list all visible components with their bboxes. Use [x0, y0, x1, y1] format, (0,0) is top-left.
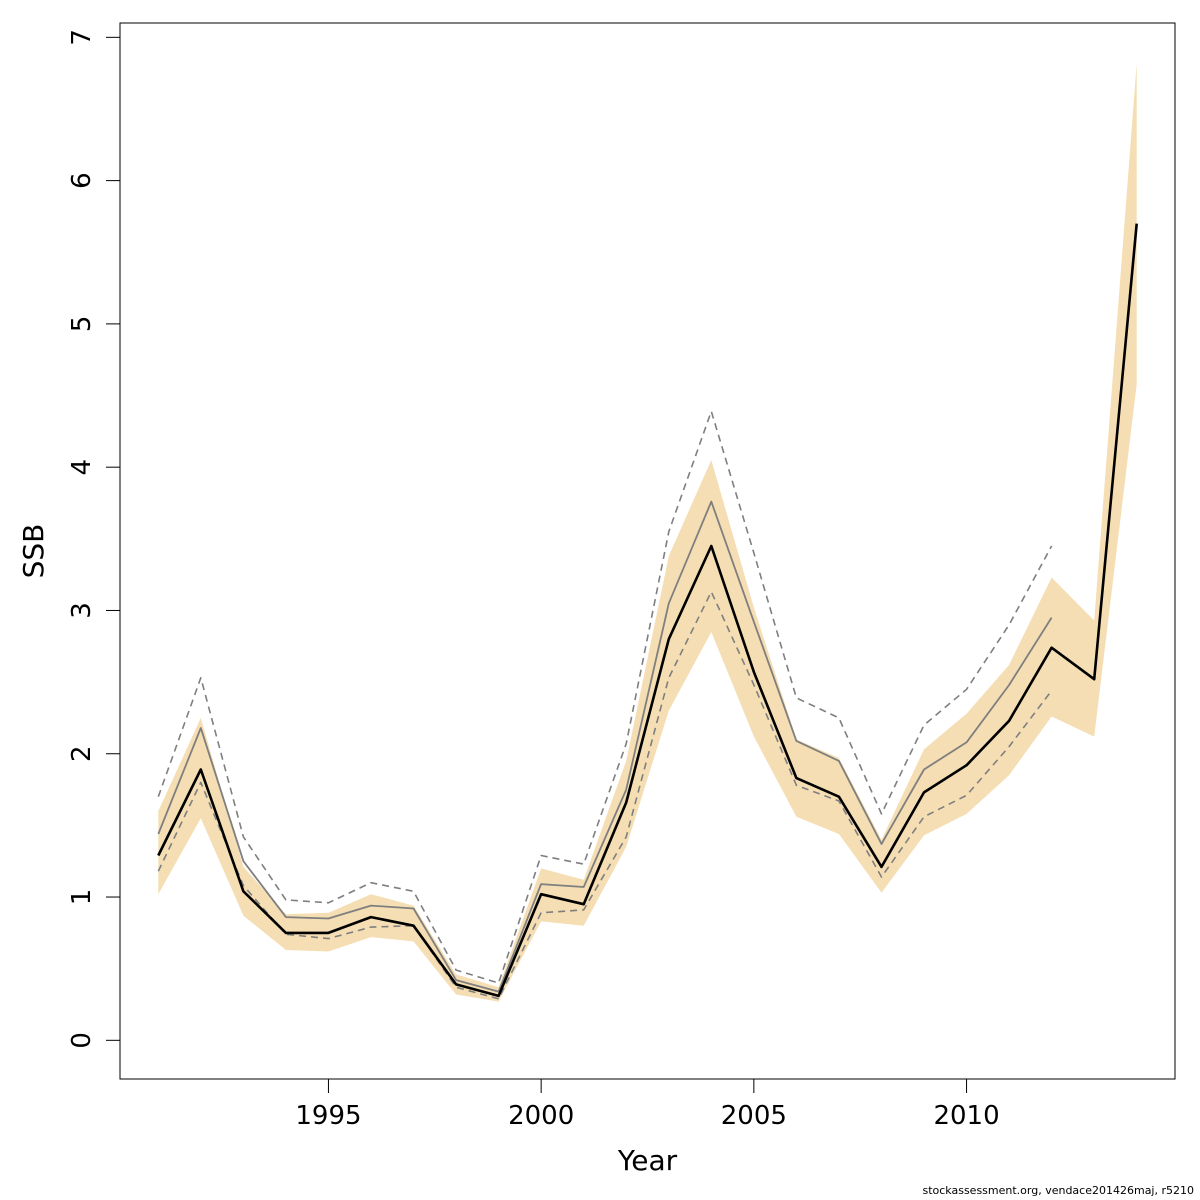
- y-tick-label: 0: [67, 1032, 97, 1049]
- y-tick-label: 6: [67, 172, 97, 189]
- x-axis-title: Year: [617, 1144, 678, 1177]
- previous-upper-ci-line: [157, 410, 1053, 984]
- x-tick-label: 2010: [933, 1101, 999, 1131]
- confidence-band-layer: [158, 63, 1137, 1002]
- footer-credit: stockassessment.org, vendace201426maj, r…: [922, 1184, 1194, 1197]
- y-tick-label: 1: [67, 889, 97, 906]
- x-axis: 1995 2000 2005 2010: [295, 1078, 1000, 1131]
- ssb-estimate-line: [157, 223, 1138, 998]
- previous-assessment-line: [157, 500, 1053, 993]
- y-tick-label: 5: [67, 316, 97, 333]
- series-lines-layer: [157, 223, 1138, 1000]
- y-axis: 0 1 2 3 4 5 6 7: [67, 29, 121, 1049]
- x-tick-label: 1995: [295, 1101, 361, 1131]
- y-tick-label: 7: [67, 29, 97, 46]
- x-tick-label: 2000: [508, 1101, 574, 1131]
- y-tick-label: 3: [67, 602, 97, 619]
- y-tick-label: 4: [67, 459, 97, 476]
- confidence-band: [158, 63, 1137, 1002]
- y-tick-label: 2: [67, 745, 97, 762]
- x-tick-label: 2005: [721, 1101, 787, 1131]
- y-axis-title: SSB: [17, 524, 50, 579]
